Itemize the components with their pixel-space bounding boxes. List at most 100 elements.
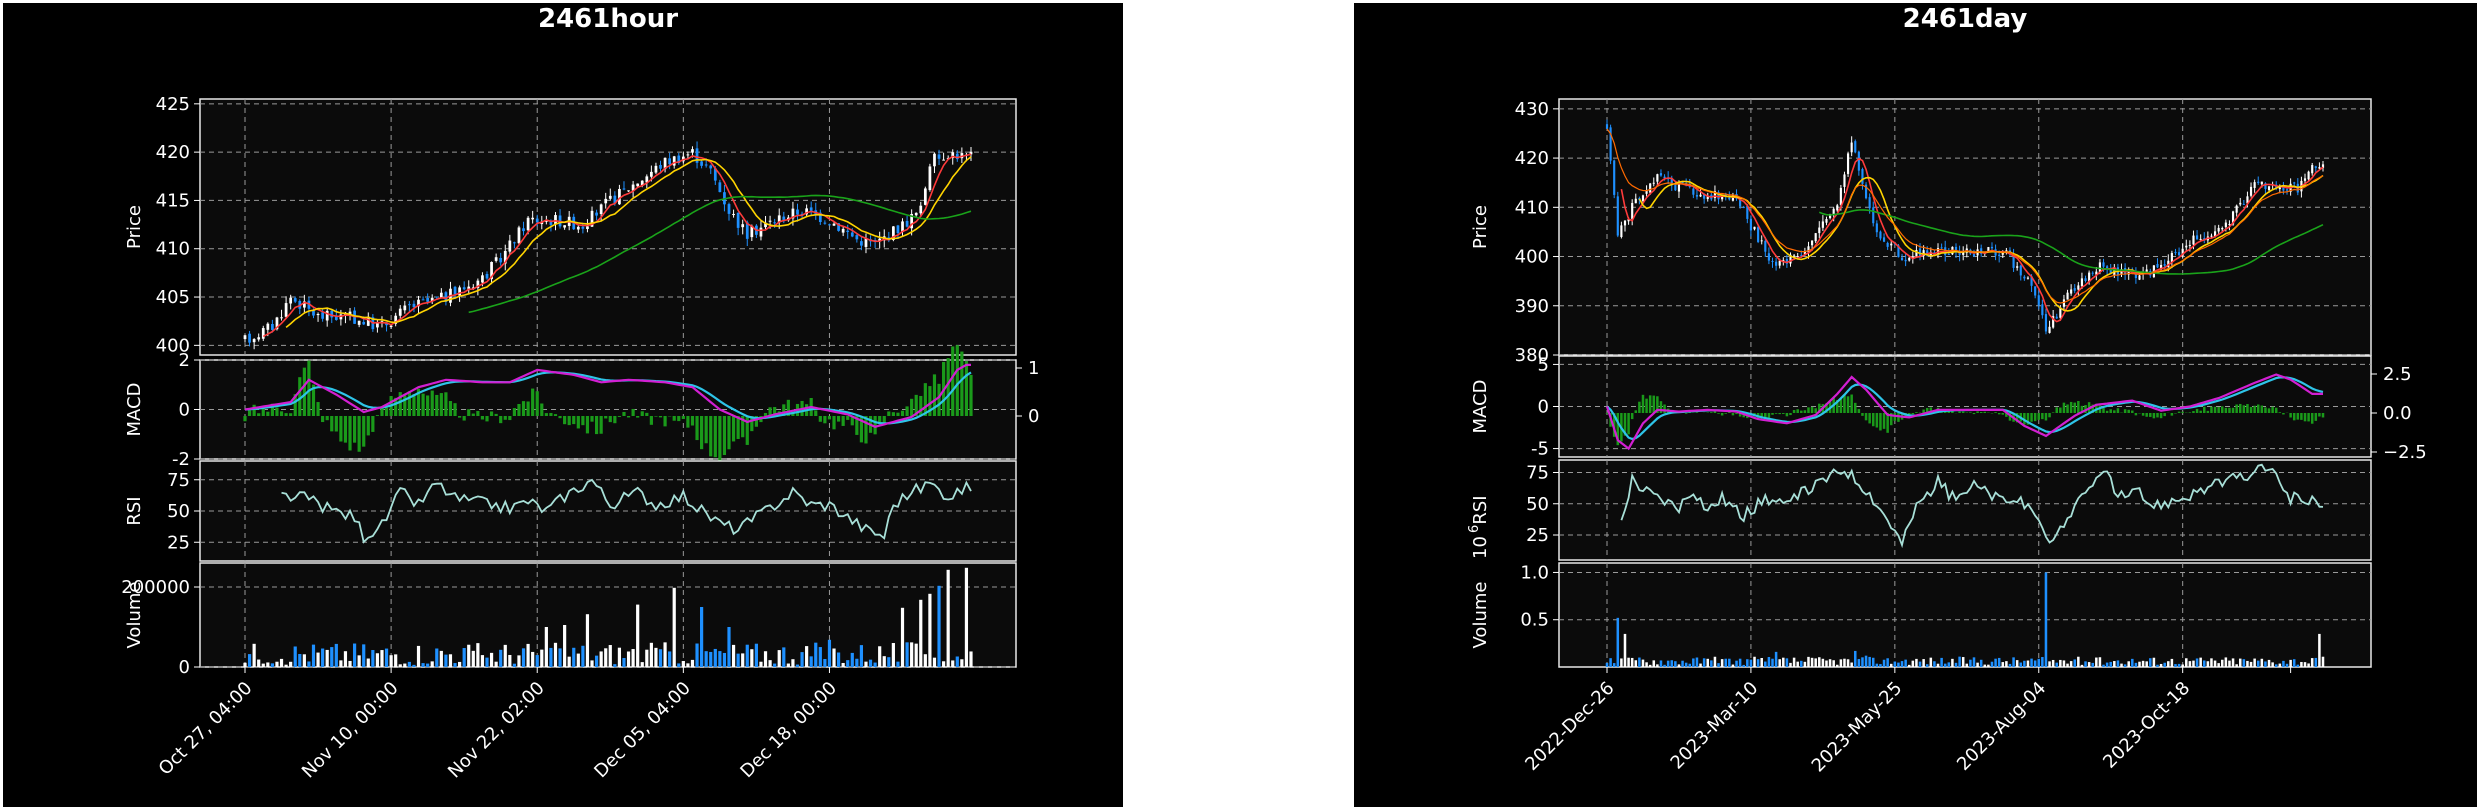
volume-bar — [1875, 663, 1879, 667]
candle-body — [1771, 260, 1774, 262]
volume-bar — [284, 664, 288, 667]
candle-body — [1868, 197, 1871, 209]
macd-histogram-bar — [955, 345, 959, 416]
volume-bar — [2310, 658, 2314, 667]
candle-body — [1947, 253, 1950, 255]
candle-body — [2224, 222, 2227, 228]
macd-histogram-bar — [2051, 412, 2055, 413]
y-tick-label: 410 — [156, 239, 190, 260]
macd-histogram-bar — [2023, 413, 2026, 425]
macd-histogram-bar — [435, 394, 439, 416]
macd-histogram-bar — [636, 416, 640, 418]
macd-histogram-bar — [243, 416, 247, 422]
candle-body — [531, 217, 535, 220]
macd-histogram-bar — [1771, 413, 1774, 415]
volume-bar — [549, 647, 553, 667]
candle-body — [1897, 245, 1900, 258]
volume-bar — [823, 659, 827, 667]
volume-bar — [1965, 663, 1969, 667]
candle-body — [933, 153, 936, 167]
volume-bar — [2181, 664, 2184, 667]
volume-bar — [334, 643, 338, 667]
candle-body — [823, 222, 827, 224]
candle-body — [599, 204, 603, 215]
candle-body — [805, 208, 808, 215]
volume-bar — [1832, 660, 1835, 667]
volume-bar — [2274, 664, 2278, 667]
volume-bar — [1702, 658, 1706, 667]
volume-bar — [795, 664, 800, 667]
volume-bar — [526, 643, 530, 667]
candle-body — [1886, 242, 1889, 247]
volume-bar — [818, 647, 822, 667]
volume-bar — [1764, 661, 1767, 667]
volume-bar — [768, 660, 772, 667]
macd-histogram-bar — [2206, 410, 2210, 413]
candle-body — [695, 148, 699, 163]
candle-body — [663, 157, 667, 170]
volume-bar — [1843, 658, 1846, 667]
macd-histogram-bar — [905, 406, 909, 416]
macd-histogram-bar — [2005, 413, 2008, 417]
volume-bar — [2098, 657, 2102, 667]
volume-bar — [1767, 657, 1771, 667]
volume-bar — [426, 663, 430, 667]
macd-histogram-bar — [832, 416, 836, 430]
candle-body — [1850, 142, 1853, 153]
macd-line — [1605, 373, 2323, 451]
volume-bar — [1623, 633, 1627, 667]
macd-histogram-bar — [307, 360, 311, 416]
macd-histogram-bar — [1774, 413, 1778, 414]
macd-histogram-bar — [1800, 410, 1803, 413]
volume-bar — [1652, 660, 1656, 667]
candle-body — [2037, 295, 2040, 306]
volume-bar — [2080, 664, 2084, 667]
candle-body — [2231, 211, 2235, 225]
macd-histogram-bar — [2156, 413, 2159, 418]
macd-histogram-bar — [969, 374, 973, 416]
candle-body — [1807, 246, 1810, 253]
volume-bar — [2141, 660, 2145, 667]
candle-body — [1875, 223, 1878, 233]
macd-histogram-bar — [2163, 413, 2166, 417]
volume-bar — [266, 662, 270, 667]
volume-bar — [2105, 662, 2109, 667]
candle-body — [1915, 249, 1918, 257]
volume-bar — [2012, 657, 2015, 667]
macd-histogram-bar — [1710, 412, 1713, 413]
macd-histogram-bar — [622, 411, 626, 416]
volume-bar — [1987, 664, 1990, 667]
volume-bar — [1659, 660, 1663, 667]
candle-body — [389, 325, 393, 327]
volume-bar — [453, 663, 457, 667]
moving-average-line — [285, 156, 972, 329]
volume-bar — [1825, 660, 1828, 667]
volume-bar — [1713, 656, 1717, 667]
macd-histogram-bar — [1825, 403, 1828, 413]
candle-body — [330, 310, 334, 318]
volume-bar — [590, 660, 594, 667]
candle-body — [439, 292, 443, 298]
candle-body — [2059, 307, 2062, 318]
volume-bar — [2149, 658, 2152, 667]
volume-bar — [540, 649, 544, 667]
candle-body — [905, 220, 909, 227]
macd-histogram-bar — [526, 401, 530, 416]
volume-bar — [1634, 660, 1638, 667]
macd-histogram-bar — [1803, 410, 1807, 413]
daily-chart: 2461day 380 390 400 410 420 430 Price -5 0 5 −2.5 0.… — [1467, 4, 2427, 776]
volume-bar — [1742, 664, 1745, 667]
candle-body — [800, 213, 804, 215]
volume-bar — [1882, 659, 1886, 667]
macd-histogram-bar — [2116, 408, 2120, 413]
macd-histogram-bar — [407, 391, 411, 416]
candle-body — [2318, 167, 2321, 169]
volume-bar — [695, 643, 699, 667]
candle-body — [919, 205, 923, 214]
candle-body — [718, 182, 722, 193]
macd-histogram-bar — [709, 416, 713, 457]
macd-histogram-bar — [910, 398, 914, 416]
macd-histogram-bar — [850, 416, 854, 426]
candle-body — [1634, 198, 1637, 204]
y-tick-label-right: 2.5 — [2383, 364, 2412, 385]
